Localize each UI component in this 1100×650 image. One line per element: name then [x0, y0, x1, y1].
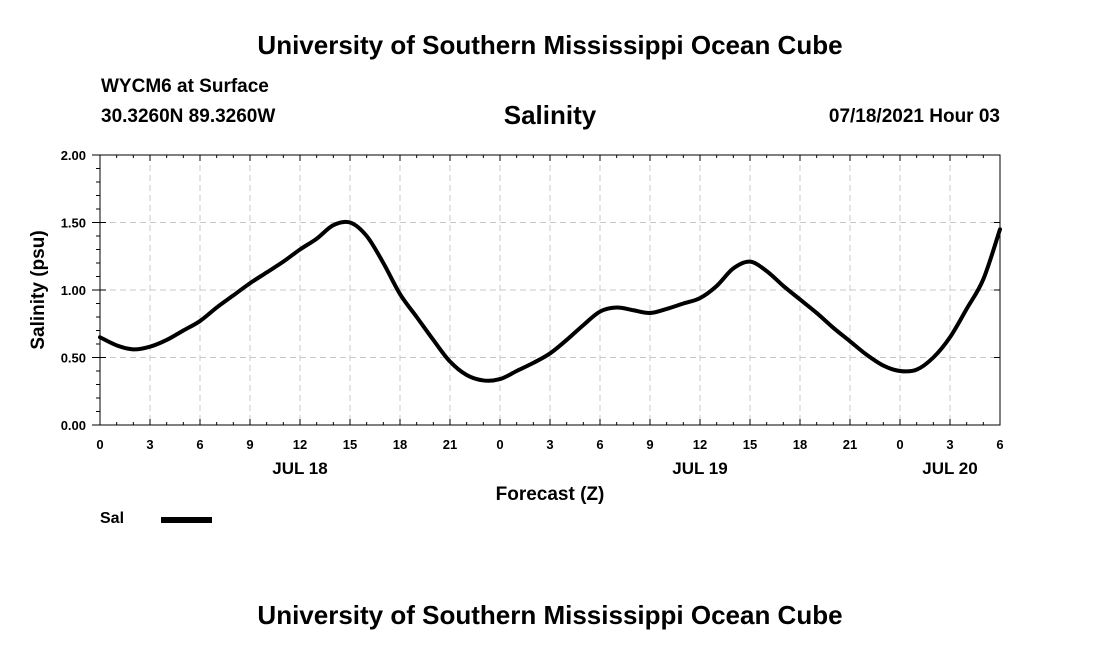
- y-tick-label: 1.50: [61, 216, 86, 231]
- x-tick-label: 15: [343, 437, 357, 452]
- x-tick-label: 0: [96, 437, 103, 452]
- station-label: WYCM6 at Surface: [101, 76, 269, 97]
- x-tick-label: 3: [546, 437, 553, 452]
- y-tick-label: 1.00: [61, 283, 86, 298]
- x-tick-label: 9: [646, 437, 653, 452]
- x-tick-label: 21: [443, 437, 457, 452]
- y-tick-label: 2.00: [61, 148, 86, 163]
- chart-variable-title: Salinity: [503, 100, 597, 130]
- salinity-series-line: [98, 219, 1002, 383]
- x-tick-label: 21: [843, 437, 857, 452]
- x-tick-label: 6: [996, 437, 1003, 452]
- forecast-datetime: 07/18/2021 Hour 03: [828, 106, 1000, 127]
- plot-frame: [99, 154, 1001, 426]
- tick-labels: 0 3 6 9 12 15 18 21 0 3 6 9 12 15 18 21 0 3 6 0.00 0.50 1.00 1…: [61, 148, 1004, 478]
- y-axis-title: Salinity (psu): [28, 230, 49, 349]
- x-tick-label: 18: [793, 437, 807, 452]
- legend-label: Sal: [100, 510, 125, 527]
- legend-swatch: [161, 517, 212, 523]
- x-tick-label: 3: [146, 437, 153, 452]
- y-tick-label: 0.00: [61, 418, 86, 433]
- x-tick-label: 12: [293, 437, 307, 452]
- x-tick-label: 15: [743, 437, 757, 452]
- x-date-label: JUL 18: [272, 459, 327, 478]
- chart-top-title: University of Southern Mississippi Ocean…: [257, 30, 843, 60]
- x-tick-label: 9: [246, 437, 253, 452]
- grid-lines: [100, 155, 1000, 425]
- x-tick-label: 0: [896, 437, 903, 452]
- x-tick-label: 18: [393, 437, 407, 452]
- x-axis-title: Forecast (Z): [496, 484, 605, 505]
- x-tick-label: 6: [596, 437, 603, 452]
- coordinates-label: 30.3260N 89.3260W: [101, 106, 276, 127]
- x-date-label: JUL 20: [922, 459, 977, 478]
- chart-bottom-title: University of Southern Mississippi Ocean…: [257, 600, 843, 630]
- x-tick-label: 0: [496, 437, 503, 452]
- x-date-label: JUL 19: [672, 459, 727, 478]
- y-tick-label: 0.50: [61, 351, 86, 366]
- x-tick-label: 12: [693, 437, 707, 452]
- x-tick-label: 6: [196, 437, 203, 452]
- x-tick-label: 3: [946, 437, 953, 452]
